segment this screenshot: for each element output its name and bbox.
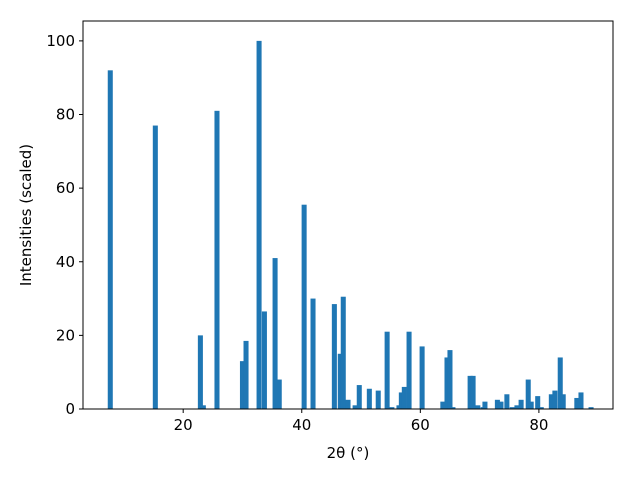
bar — [375, 390, 381, 409]
bar — [548, 394, 554, 409]
bar — [578, 392, 584, 409]
bar — [509, 407, 515, 409]
bar — [444, 357, 450, 409]
y-tick-label: 20 — [56, 326, 75, 344]
bar — [152, 125, 158, 410]
bar — [310, 298, 316, 409]
bar — [470, 375, 476, 409]
bar — [419, 346, 425, 409]
bar — [467, 375, 473, 409]
y-tick-label: 60 — [56, 179, 75, 197]
bar — [494, 399, 500, 409]
bar — [538, 407, 544, 409]
bar — [340, 296, 346, 409]
bar — [482, 401, 488, 409]
bar — [518, 399, 524, 409]
bar — [337, 353, 343, 409]
x-tick-label: 60 — [411, 416, 430, 434]
bar — [197, 335, 203, 409]
plot-frame — [82, 20, 614, 410]
bar — [475, 405, 481, 409]
bar — [356, 385, 362, 409]
bar — [525, 379, 531, 409]
bar — [498, 401, 504, 409]
bar — [276, 379, 282, 409]
bar — [366, 388, 372, 409]
bar — [239, 361, 245, 409]
bar — [200, 405, 206, 409]
y-tick-label: 0 — [65, 400, 75, 418]
bar — [560, 394, 566, 409]
bar — [528, 401, 534, 409]
bar — [588, 407, 594, 409]
bar — [331, 304, 337, 409]
bar — [552, 390, 558, 409]
bar — [352, 405, 358, 409]
bar — [272, 258, 278, 409]
bar — [440, 401, 446, 409]
bar — [345, 399, 351, 409]
y-tick-label: 100 — [46, 32, 75, 50]
bar — [514, 405, 520, 409]
y-tick-label: 80 — [56, 106, 75, 124]
bar — [256, 40, 262, 409]
bar — [406, 331, 412, 409]
x-axis-label: 2θ (°) — [327, 444, 370, 462]
bar — [389, 407, 395, 409]
y-tick-label: 40 — [56, 253, 75, 271]
y-axis-label: Intensities (scaled) — [17, 144, 35, 286]
x-tick-label: 40 — [292, 416, 311, 434]
bar — [261, 311, 267, 409]
bar — [301, 204, 307, 409]
bar — [107, 70, 113, 409]
bar — [447, 350, 453, 409]
x-tick-label: 80 — [529, 416, 548, 434]
bar — [401, 386, 407, 409]
bar — [384, 331, 390, 409]
bar — [243, 340, 249, 409]
bar — [574, 397, 580, 409]
bar — [450, 407, 456, 409]
bar — [504, 394, 510, 409]
x-tick-label: 20 — [174, 416, 193, 434]
bar — [214, 110, 220, 410]
bar — [557, 357, 563, 409]
bar — [535, 396, 541, 409]
bar — [398, 392, 404, 409]
